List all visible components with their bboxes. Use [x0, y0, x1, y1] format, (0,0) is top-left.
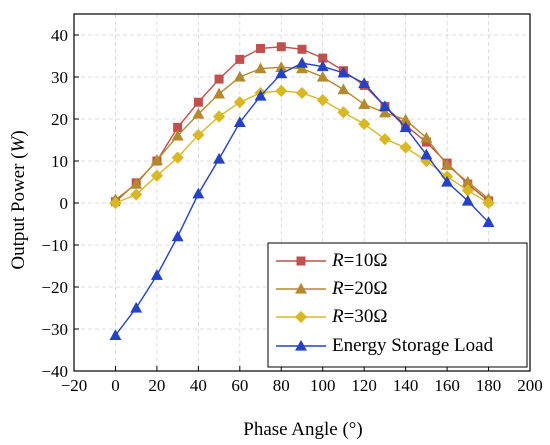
data-point: [213, 87, 226, 99]
data-point: [482, 196, 495, 210]
data-point: [213, 152, 226, 164]
x-tick-label: 20: [148, 376, 165, 395]
data-point: [358, 117, 371, 131]
data-point: [337, 66, 350, 78]
data-point: [378, 133, 392, 146]
x-tick-label: 80: [273, 376, 290, 395]
x-tick-label: 60: [231, 376, 248, 395]
x-tick-label: −20: [61, 376, 88, 395]
data-point: [150, 169, 164, 182]
series-1: [109, 61, 495, 205]
data-point: [420, 148, 433, 160]
data-point: [316, 60, 329, 72]
y-tick-label: 10: [51, 152, 68, 171]
y-tick-label: 20: [51, 110, 68, 129]
x-tick-label: 120: [351, 376, 377, 395]
data-point: [109, 196, 122, 210]
data-point: [256, 43, 266, 53]
data-point: [192, 107, 205, 119]
data-point: [171, 151, 184, 164]
data-point: [130, 301, 143, 313]
data-point: [233, 96, 246, 109]
x-tick-label: 100: [310, 376, 336, 395]
y-tick-label: 0: [60, 194, 69, 213]
data-point: [358, 98, 371, 109]
y-tick-label: 30: [51, 68, 68, 87]
data-point: [150, 269, 163, 280]
data-point: [276, 42, 286, 52]
data-point: [192, 187, 205, 199]
data-point: [212, 110, 226, 123]
legend-key-marker: [296, 256, 306, 266]
data-point: [171, 129, 184, 141]
data-point: [316, 70, 329, 82]
data-point: [358, 77, 371, 88]
y-tick-label: −20: [41, 278, 68, 297]
series-3: [109, 57, 495, 340]
data-point: [254, 62, 267, 74]
legend-key-marker: [295, 339, 307, 351]
data-point: [337, 106, 350, 119]
data-point: [378, 100, 391, 112]
axis-ticks: −20 0 20 40 60 80 100 120 140 160 180 200−40−30−20−…: [41, 26, 542, 395]
data-point: [192, 128, 205, 142]
data-point: [171, 230, 184, 242]
data-point: [233, 116, 246, 128]
y-axis-title: Output Power (W): [8, 130, 29, 269]
legend-key-marker: [294, 310, 308, 324]
y-tick-label: −10: [41, 236, 68, 255]
y-tick-label: −40: [41, 362, 68, 381]
x-tick-label: 40: [190, 376, 207, 395]
data-point: [420, 131, 433, 143]
plot-frame: [73, 13, 531, 372]
data-point: [295, 86, 309, 100]
data-point: [214, 74, 224, 84]
data-point: [109, 329, 122, 340]
legend-key-marker: [295, 282, 307, 294]
legend-label-r10: R=10Ω: [331, 250, 387, 271]
data-point: [233, 70, 246, 82]
data-point: [378, 106, 391, 118]
y-tick-label: −30: [41, 320, 68, 339]
data-point: [130, 178, 143, 189]
data-point: [297, 44, 307, 54]
legend: R=10Ω R=20Ω R=30Ω Energy Storage Load: [267, 242, 528, 368]
data-point: [193, 97, 203, 107]
data-point: [254, 89, 267, 101]
x-tick-label: 160: [434, 376, 460, 395]
y-tick-label: 40: [51, 26, 68, 45]
x-tick-label: 140: [393, 376, 419, 395]
x-tick-label: 180: [476, 376, 502, 395]
legend-label-r20: R=20Ω: [331, 278, 387, 299]
data-point: [399, 121, 412, 133]
data-point: [275, 67, 288, 79]
data-point: [337, 83, 350, 95]
data-point: [130, 188, 143, 201]
x-tick-label: 0: [111, 376, 120, 395]
x-tick-label: 200: [517, 376, 543, 395]
data-point: [461, 194, 474, 206]
legend-keys: [276, 256, 326, 351]
data-point: [316, 94, 329, 107]
data-point: [441, 159, 454, 170]
series-2: [109, 84, 495, 210]
data-point: [399, 141, 412, 154]
plot-series: [109, 42, 495, 340]
x-axis-title: Phase Angle (°): [243, 419, 362, 440]
data-point: [150, 154, 163, 165]
data-point: [275, 84, 288, 97]
legend-label-r30: R=30Ω: [331, 306, 387, 327]
data-point: [296, 57, 308, 68]
data-point: [441, 175, 454, 187]
data-point: [482, 216, 495, 227]
data-point: [235, 54, 245, 64]
data-point: [296, 62, 308, 74]
legend-label-energy-storage: Energy Storage Load: [332, 335, 494, 356]
